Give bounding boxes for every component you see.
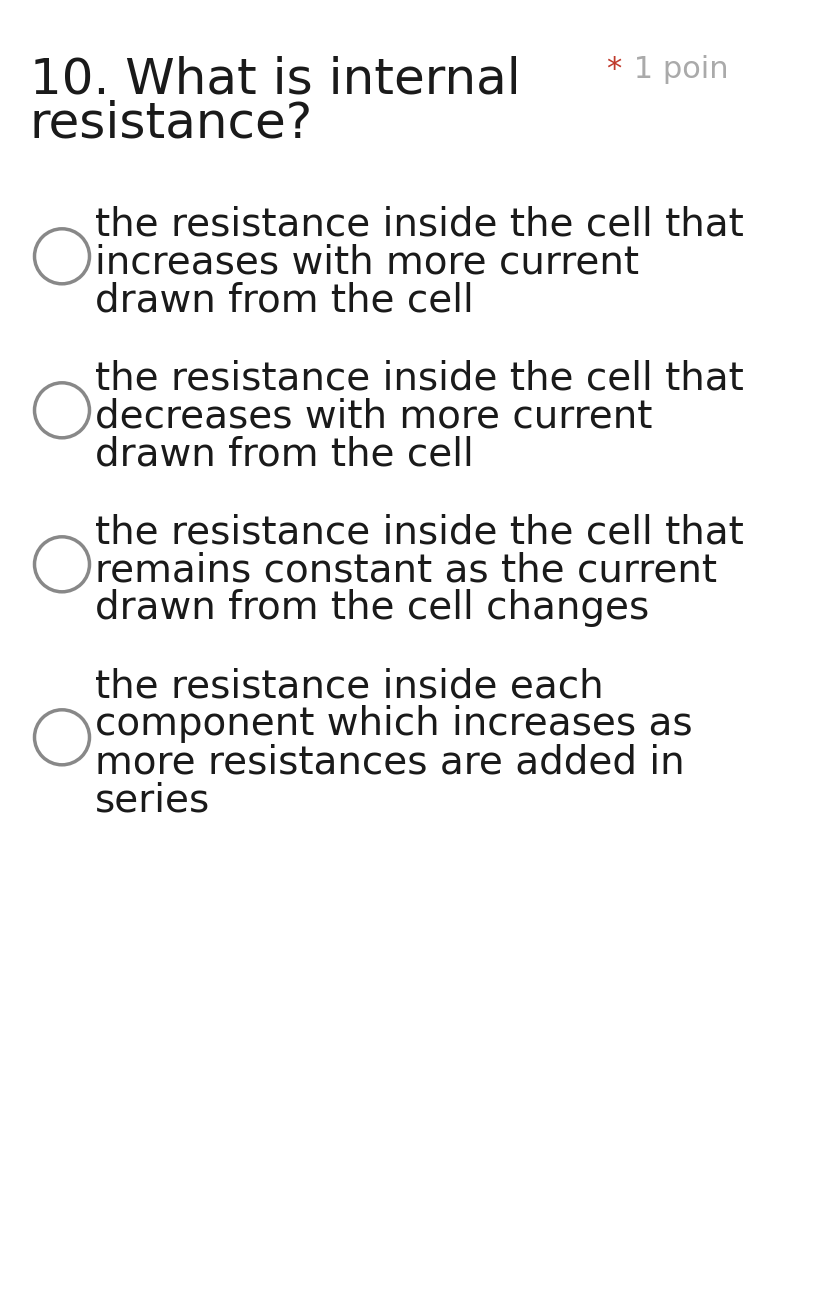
- Text: the resistance inside the cell that: the resistance inside the cell that: [95, 359, 744, 397]
- Text: 10. What is internal: 10. What is internal: [30, 55, 520, 103]
- Text: the resistance inside the cell that: the resistance inside the cell that: [95, 206, 744, 243]
- Text: drawn from the cell: drawn from the cell: [95, 281, 474, 319]
- Text: resistance?: resistance?: [30, 99, 313, 148]
- Point: [56, 246, 69, 267]
- Text: drawn from the cell: drawn from the cell: [95, 435, 474, 473]
- Point: [56, 399, 69, 420]
- Point: [56, 554, 69, 575]
- Text: decreases with more current: decreases with more current: [95, 397, 652, 435]
- Text: drawn from the cell changes: drawn from the cell changes: [95, 589, 649, 627]
- Text: remains constant as the current: remains constant as the current: [95, 551, 717, 589]
- Text: the resistance inside the cell that: the resistance inside the cell that: [95, 513, 744, 551]
- Text: 1 poin: 1 poin: [624, 55, 729, 84]
- Text: *: *: [606, 55, 621, 84]
- Text: series: series: [95, 781, 210, 819]
- Text: component which increases as: component which increases as: [95, 706, 692, 744]
- Text: the resistance inside each: the resistance inside each: [95, 668, 603, 706]
- Point: [56, 726, 69, 747]
- Text: more resistances are added in: more resistances are added in: [95, 744, 685, 781]
- Text: increases with more current: increases with more current: [95, 243, 639, 281]
